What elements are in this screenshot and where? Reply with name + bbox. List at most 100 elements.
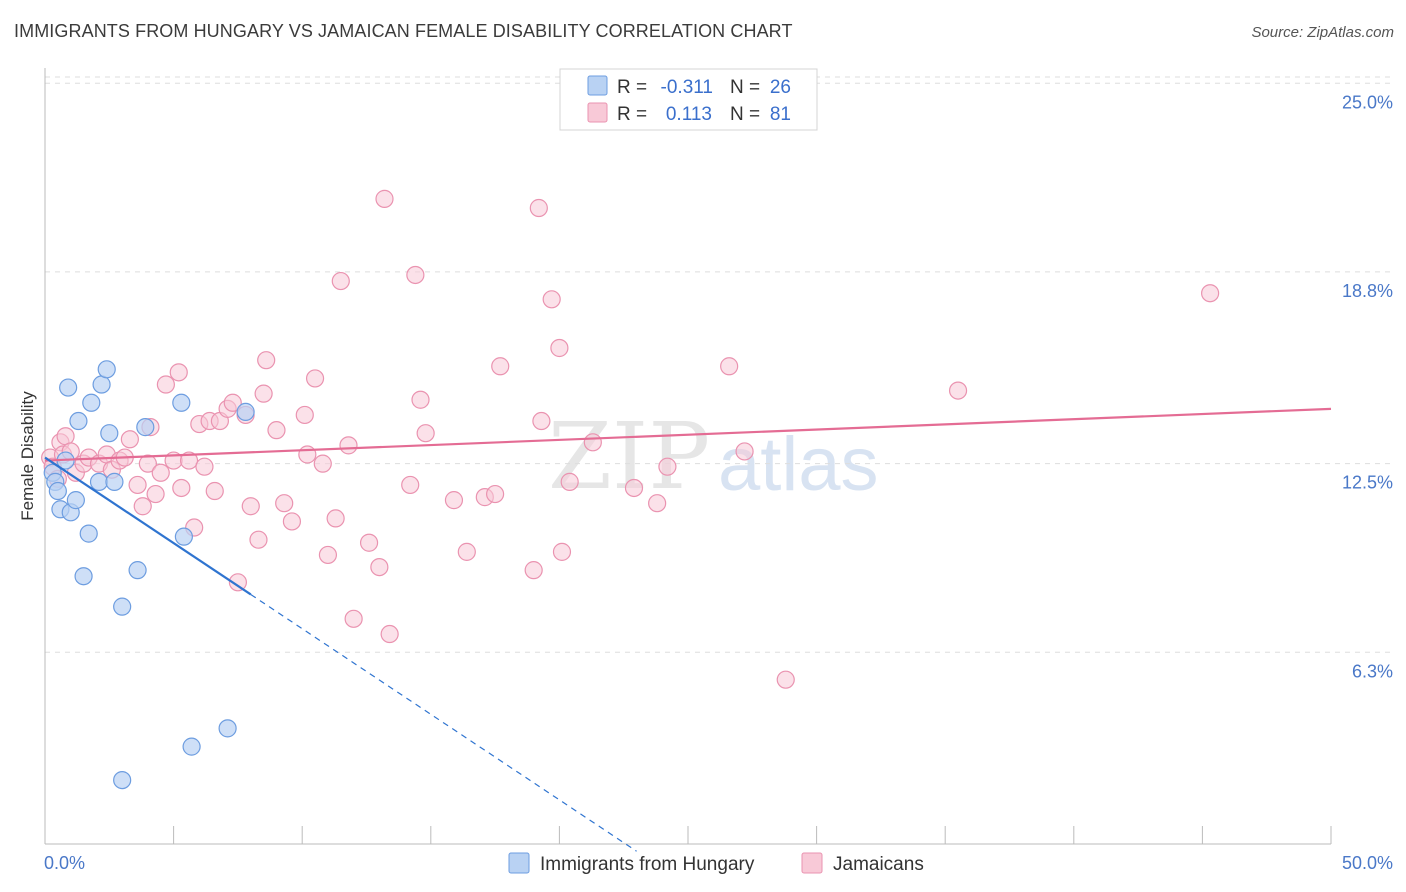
point-jamaicans <box>648 494 667 513</box>
point-jamaicans <box>326 509 345 528</box>
source-credit: Source: ZipAtlas.com <box>1251 24 1394 41</box>
bottom-legend-swatch-hungary <box>508 852 530 874</box>
legend-n-value-jamaicans: 81 <box>770 104 791 125</box>
legend-swatch-hungary <box>587 75 608 96</box>
point-jamaicans <box>529 198 548 218</box>
point-jamaicans <box>491 357 510 376</box>
point-jamaicans <box>313 454 332 473</box>
point-jamaicans <box>318 545 338 565</box>
point-hungary <box>74 567 93 586</box>
point-hungary <box>92 375 111 394</box>
legend-r-value-hungary: -0.311 <box>661 77 713 98</box>
point-hungary <box>218 719 237 738</box>
point-jamaicans <box>524 561 543 580</box>
watermark: ZIP atlas <box>548 403 879 510</box>
point-jamaicans <box>179 451 199 470</box>
point-hungary <box>69 411 88 431</box>
trend-line-hungary-extrapolated <box>250 593 637 852</box>
x-tick-label-max: 50.0% <box>1342 853 1393 873</box>
hungary-points <box>43 360 255 790</box>
point-jamaicans <box>948 381 968 400</box>
point-jamaicans <box>156 375 175 394</box>
point-jamaicans <box>138 454 157 473</box>
point-jamaicans <box>339 436 358 455</box>
point-jamaicans <box>56 427 75 446</box>
point-jamaicans <box>249 530 268 549</box>
point-hungary <box>128 561 147 580</box>
point-jamaicans <box>195 457 214 476</box>
point-jamaicans <box>411 390 430 409</box>
point-jamaicans <box>550 338 569 358</box>
legend-n-label-jamaicans: N = <box>730 104 760 125</box>
gridlines <box>45 76 1392 653</box>
trend-line-jamaicans <box>44 407 1332 462</box>
point-jamaicans <box>205 481 224 501</box>
point-jamaicans <box>624 478 644 498</box>
point-jamaicans <box>120 430 139 449</box>
point-jamaicans <box>532 411 551 431</box>
bottom-legend: Immigrants from Hungary Jamaicans <box>508 852 924 875</box>
point-jamaicans <box>128 475 147 495</box>
trend-lines <box>44 407 1332 852</box>
point-hungary <box>236 402 255 421</box>
point-jamaicans <box>720 357 739 376</box>
legend-r-label-hungary: R = <box>617 77 647 98</box>
y-tick-label: 25.0% <box>1342 92 1393 112</box>
point-hungary <box>66 491 85 510</box>
legend-r-label-jamaicans: R = <box>617 104 647 125</box>
legend-swatch-jamaicans <box>587 102 608 123</box>
chart-title: IMMIGRANTS FROM HUNGARY VS JAMAICAN FEMA… <box>14 21 793 41</box>
point-jamaicans <box>298 445 317 464</box>
point-jamaicans <box>776 670 795 689</box>
point-jamaicans <box>583 433 602 452</box>
point-jamaicans <box>542 290 561 309</box>
point-jamaicans <box>406 265 425 285</box>
legend: R = -0.311 N = 26 R = 0.113 N = 81 <box>559 68 818 131</box>
point-hungary <box>48 481 67 501</box>
point-jamaicans <box>169 363 188 382</box>
point-jamaicans <box>241 497 260 516</box>
point-jamaicans <box>401 475 420 495</box>
point-jamaicans <box>172 478 191 498</box>
legend-n-value-hungary: 26 <box>770 77 791 98</box>
point-jamaicans <box>331 271 350 291</box>
point-jamaicans <box>275 494 294 513</box>
point-jamaicans <box>146 484 165 504</box>
point-hungary <box>172 393 191 412</box>
point-jamaicans <box>457 542 476 561</box>
point-jamaicans <box>344 609 363 628</box>
point-hungary <box>105 472 124 491</box>
point-jamaicans <box>257 351 276 370</box>
trend-line-hungary <box>44 456 252 596</box>
y-tick-labels: 6.3% 12.5% 18.8% 25.0% <box>1342 92 1393 681</box>
point-hungary <box>79 524 98 543</box>
point-jamaicans <box>228 573 247 592</box>
y-tick-label: 12.5% <box>1342 473 1393 493</box>
point-jamaicans <box>282 512 302 531</box>
point-hungary <box>113 597 132 616</box>
point-jamaicans <box>552 542 572 561</box>
point-hungary <box>100 424 119 443</box>
x-tick-label-min: 0.0% <box>44 853 85 873</box>
point-jamaicans <box>133 497 152 516</box>
point-jamaicans <box>444 491 464 510</box>
point-jamaicans <box>254 384 273 403</box>
point-hungary <box>97 360 116 379</box>
point-hungary <box>89 472 109 491</box>
point-jamaicans <box>359 533 379 552</box>
point-hungary <box>136 418 155 437</box>
point-jamaicans <box>1201 284 1220 303</box>
point-jamaicans <box>295 405 314 425</box>
point-jamaicans <box>305 369 325 388</box>
point-jamaicans <box>560 472 579 491</box>
point-jamaicans <box>370 557 389 577</box>
point-jamaicans <box>735 442 754 461</box>
point-hungary <box>82 393 101 412</box>
watermark-atlas: atlas <box>718 422 879 507</box>
point-jamaicans <box>416 424 435 443</box>
bottom-legend-label-hungary: Immigrants from Hungary <box>540 854 755 875</box>
point-jamaicans <box>223 393 242 412</box>
point-jamaicans <box>658 457 677 476</box>
point-jamaicans <box>486 484 505 504</box>
